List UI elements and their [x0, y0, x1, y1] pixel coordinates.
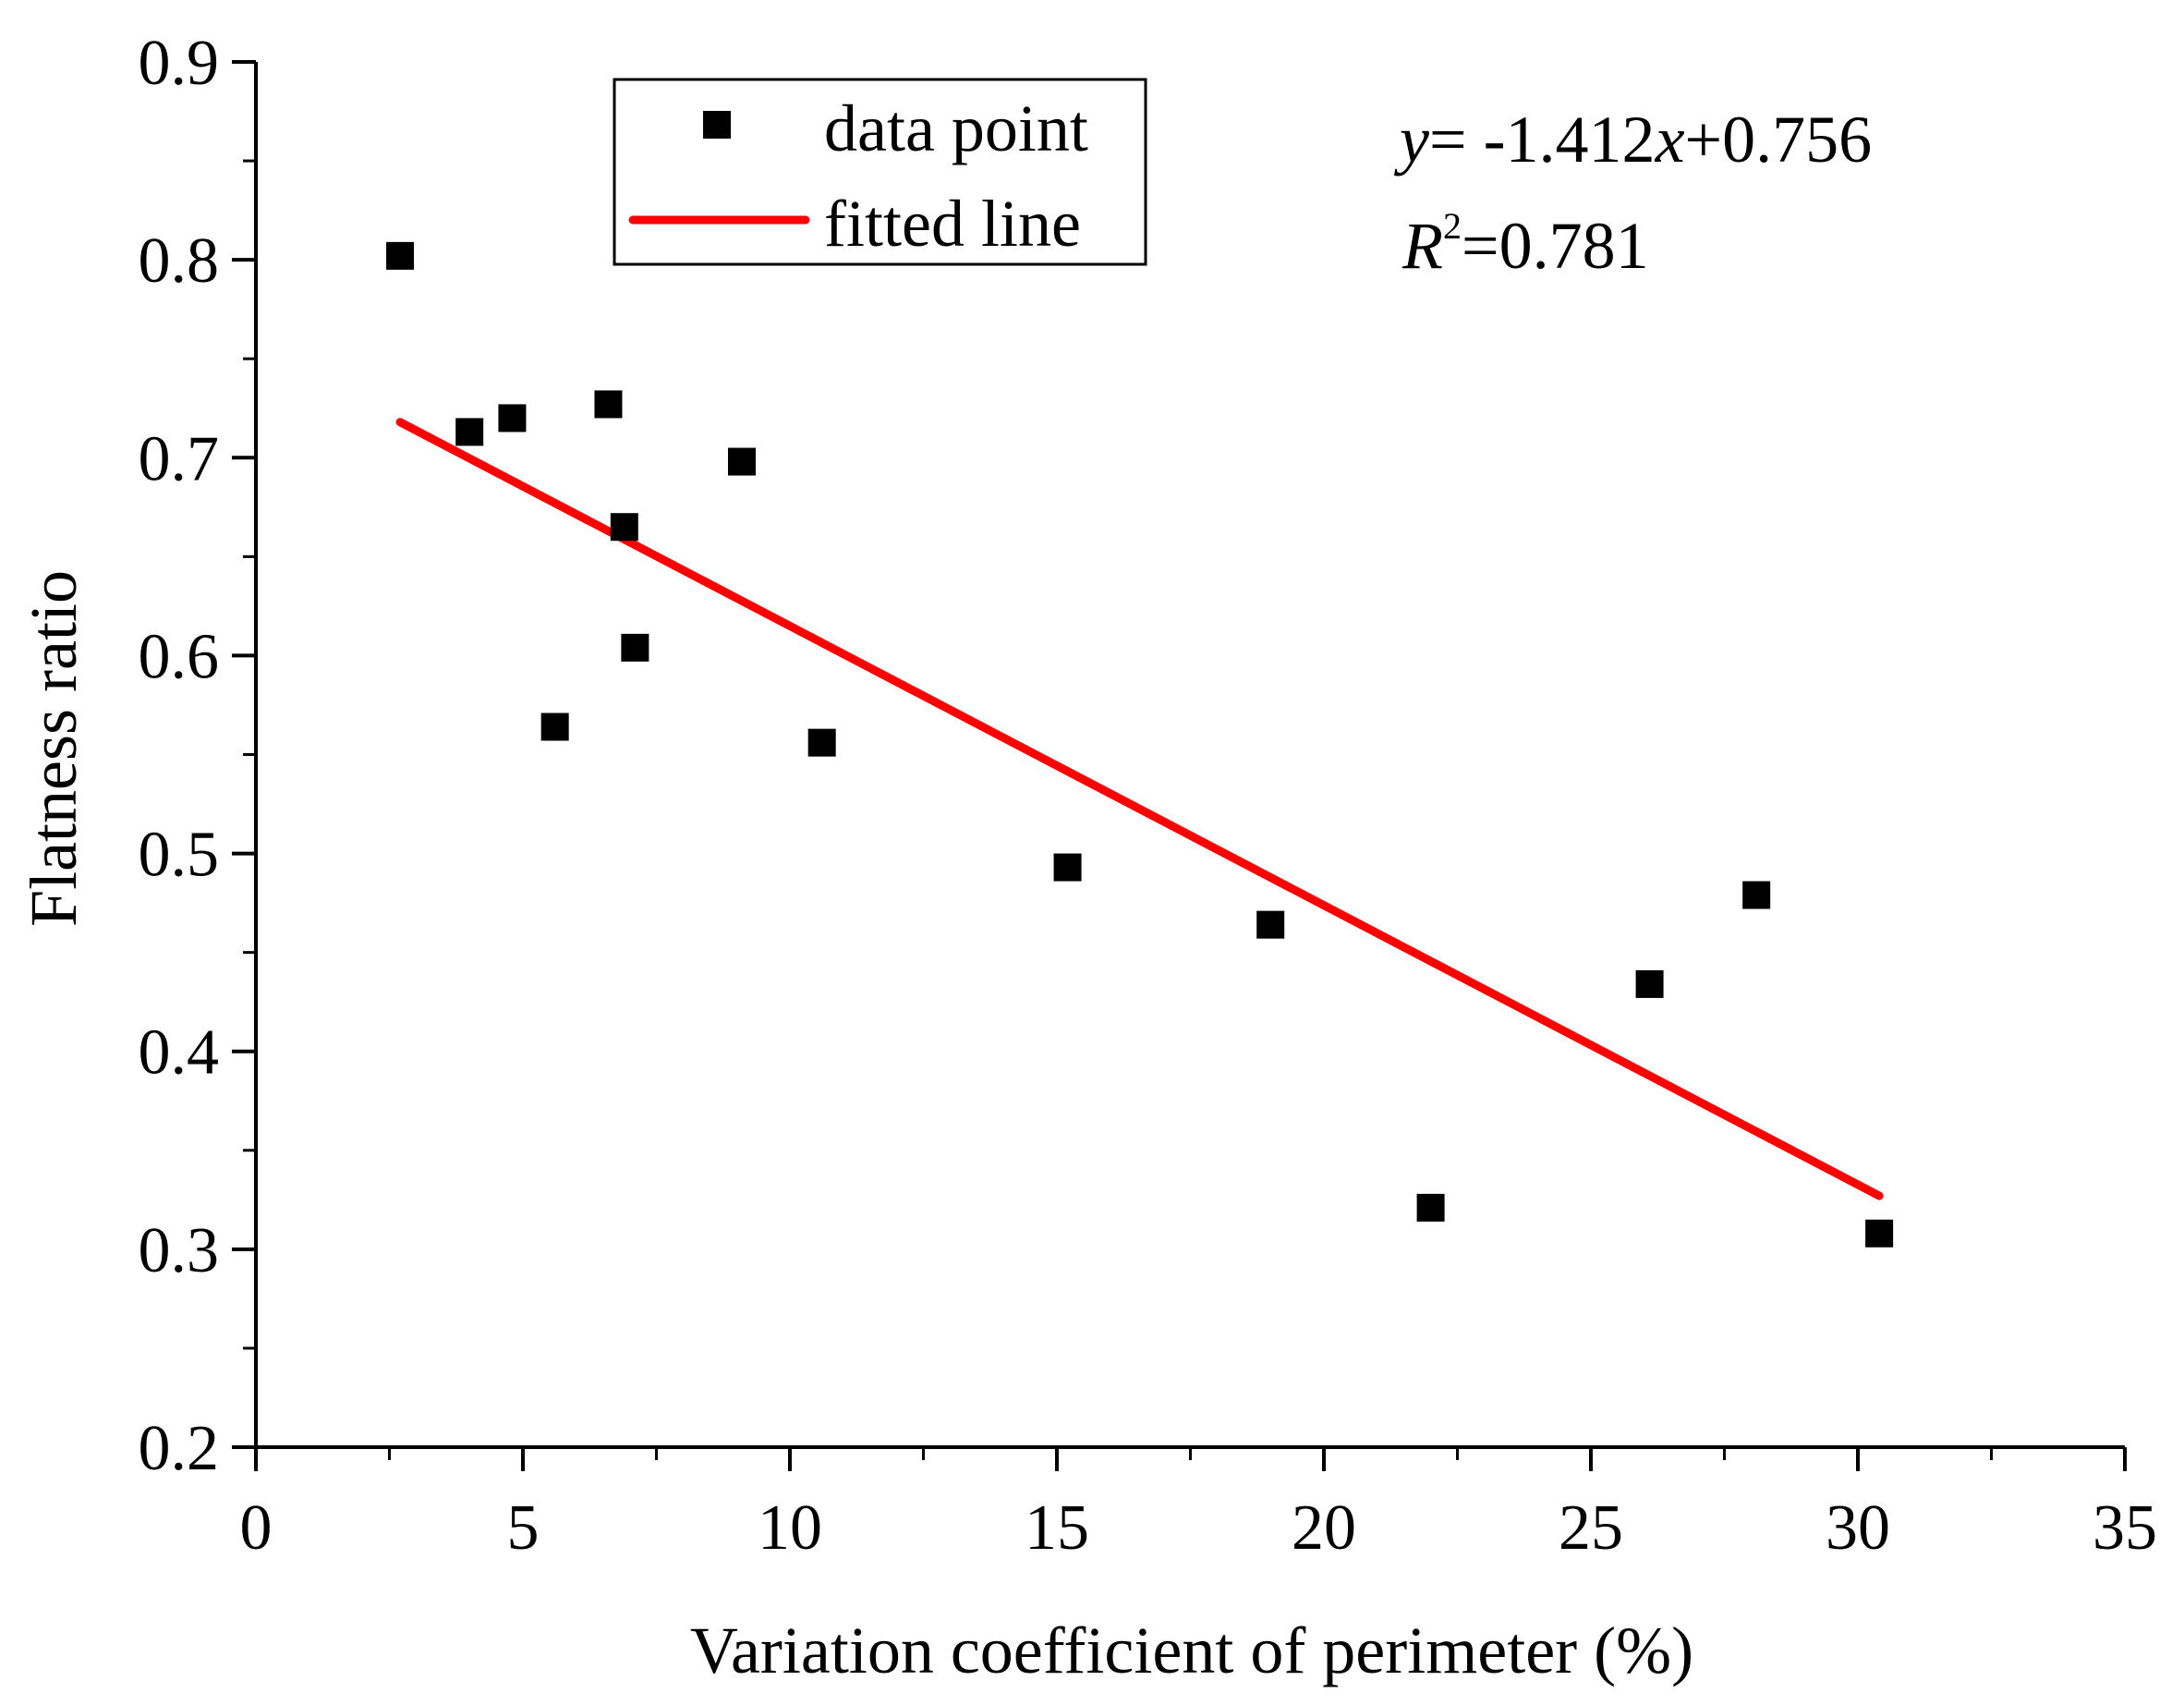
- x-axis-title: Variation coefficient of perimeter (%): [690, 1614, 1693, 1687]
- x-tick-label: 10: [758, 1492, 822, 1564]
- axes: 0 5 10 15 20 25 30 35 0.2 0.3 0.4 0.5 0.6 0.7 0.8 0.9: [139, 28, 2158, 1564]
- fitted-line: [395, 418, 1884, 1200]
- x-tick-label: 5: [507, 1492, 540, 1564]
- x-tick-label: 15: [1025, 1492, 1089, 1564]
- x-tick-label: 30: [1826, 1492, 1890, 1564]
- data-point: [1416, 1193, 1445, 1222]
- data-point: [386, 241, 415, 270]
- data-point: [455, 418, 484, 446]
- y-tick-label: 0.2: [139, 1413, 220, 1484]
- equation-part-2: +0.756: [1685, 103, 1873, 177]
- data-point: [594, 390, 623, 419]
- legend-label-fitted-line: fitted line: [824, 187, 1081, 261]
- equation-x-var: x: [1655, 103, 1685, 177]
- equation-y-var: y: [1393, 103, 1429, 177]
- r-squared-var: R: [1401, 209, 1443, 283]
- data-point: [621, 633, 649, 662]
- data-point: [610, 513, 638, 542]
- x-tick-label: 20: [1292, 1492, 1356, 1564]
- data-point: [727, 447, 756, 476]
- data-point: [1635, 969, 1664, 998]
- data-point: [498, 404, 527, 432]
- y-tick-label: 0.7: [139, 423, 220, 494]
- fitted-line-layer: [395, 418, 1884, 1200]
- r-squared-annotation: R2=0.781: [1401, 205, 1649, 283]
- data-point: [1865, 1219, 1894, 1248]
- legend: data point fitted line: [613, 78, 1147, 266]
- equation-annotation: y= -1.412x+0.756: [1393, 103, 1872, 177]
- y-tick-label: 0.4: [139, 1017, 220, 1089]
- equation-part-1: = -1.412: [1429, 103, 1656, 177]
- data-point: [807, 728, 836, 757]
- data-point: [1053, 853, 1082, 882]
- data-point: [1742, 881, 1771, 909]
- x-tick-label: 35: [2093, 1492, 2157, 1564]
- y-axis-title: Flatness ratio: [17, 570, 91, 927]
- y-tick-label: 0.5: [139, 820, 220, 891]
- data-points-layer: [386, 241, 1894, 1248]
- r-squared-value: =0.781: [1462, 209, 1649, 283]
- legend-box: [613, 78, 1147, 266]
- x-tick-label: 25: [1559, 1492, 1623, 1564]
- legend-label-data-point: data point: [824, 91, 1088, 165]
- y-tick-label: 0.9: [139, 28, 220, 99]
- y-tick-label: 0.6: [139, 621, 220, 692]
- r-squared-superscript: 2: [1443, 205, 1462, 247]
- data-point: [540, 712, 569, 741]
- data-point: [1256, 910, 1285, 939]
- x-tick-label: 0: [240, 1492, 273, 1564]
- y-tick-label: 0.8: [139, 225, 220, 297]
- y-tick-label: 0.3: [139, 1215, 220, 1286]
- legend-marker-square: [703, 111, 731, 139]
